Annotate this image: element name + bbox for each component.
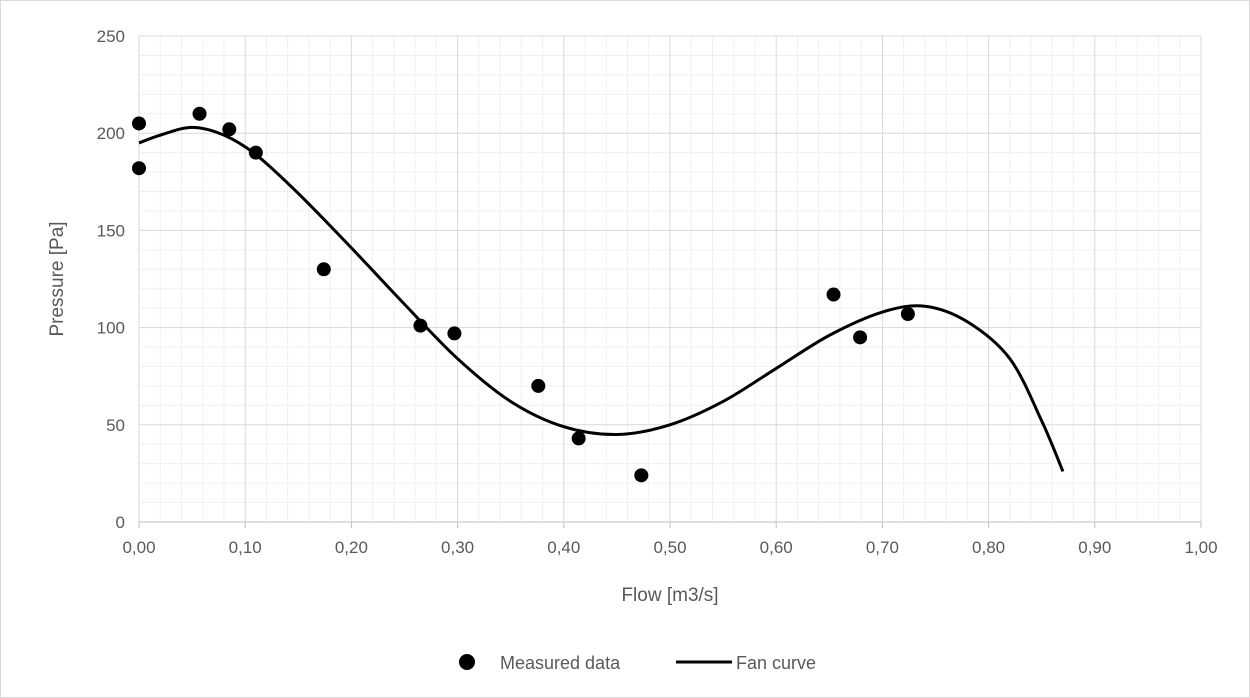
- measured-data-point: [132, 116, 146, 131]
- measured-data-point: [447, 326, 462, 341]
- measured-data-point: [413, 318, 428, 333]
- measured-data-point: [571, 431, 586, 446]
- x-tick-label: 0,70: [866, 538, 899, 557]
- x-tick-label: 0,60: [760, 538, 793, 557]
- x-tick-label: 0,90: [1078, 538, 1111, 557]
- measured-data-point: [826, 287, 841, 302]
- x-tick-labels: 0,00 0,10 0,20 0,30 0,40 0,50 0,60 0,70 0,80 0,90…: [122, 538, 1217, 557]
- x-tick-label: 0,30: [441, 538, 474, 557]
- x-tick-label: 0,80: [972, 538, 1005, 557]
- major-gridlines: [138, 35, 1202, 528]
- x-tick-label: 0,40: [547, 538, 580, 557]
- legend-label-measured-data: Measured data: [500, 653, 621, 673]
- y-tick-label: 0: [116, 513, 125, 532]
- legend-label-fan-curve: Fan curve: [736, 653, 816, 673]
- y-tick-label: 50: [106, 416, 125, 435]
- measured-data-point: [634, 468, 649, 483]
- y-tick-labels: 0 50 100 150 200 250: [97, 27, 125, 532]
- x-tick-label: 1,00: [1184, 538, 1217, 557]
- measured-data-point: [531, 378, 546, 393]
- y-tick-label: 250: [97, 27, 125, 46]
- measured-data-series: [132, 106, 915, 483]
- measured-data-point: [316, 262, 331, 277]
- measured-data-point: [192, 106, 207, 121]
- measured-data-point: [900, 306, 915, 321]
- y-tick-label: 150: [97, 221, 125, 240]
- x-tick-label: 0,00: [122, 538, 155, 557]
- x-tick-label: 0,10: [229, 538, 262, 557]
- x-tick-label: 0,20: [335, 538, 368, 557]
- measured-data-point: [222, 122, 237, 137]
- y-tick-label: 100: [97, 319, 125, 338]
- fan-curve-series: [138, 125, 1065, 473]
- legend-marker-measured-data: [459, 654, 475, 670]
- fan-curve-line: [138, 125, 1065, 473]
- measured-data-point: [248, 145, 263, 160]
- legend: Measured data Fan curve: [459, 653, 816, 673]
- y-axis-title: Pressure [Pa]: [47, 221, 68, 336]
- x-tick-label: 0,50: [653, 538, 686, 557]
- y-tick-label: 200: [97, 124, 125, 143]
- measured-data-point: [132, 161, 146, 176]
- measured-data-point: [853, 330, 868, 345]
- x-axis-title: Flow [m3/s]: [621, 585, 718, 606]
